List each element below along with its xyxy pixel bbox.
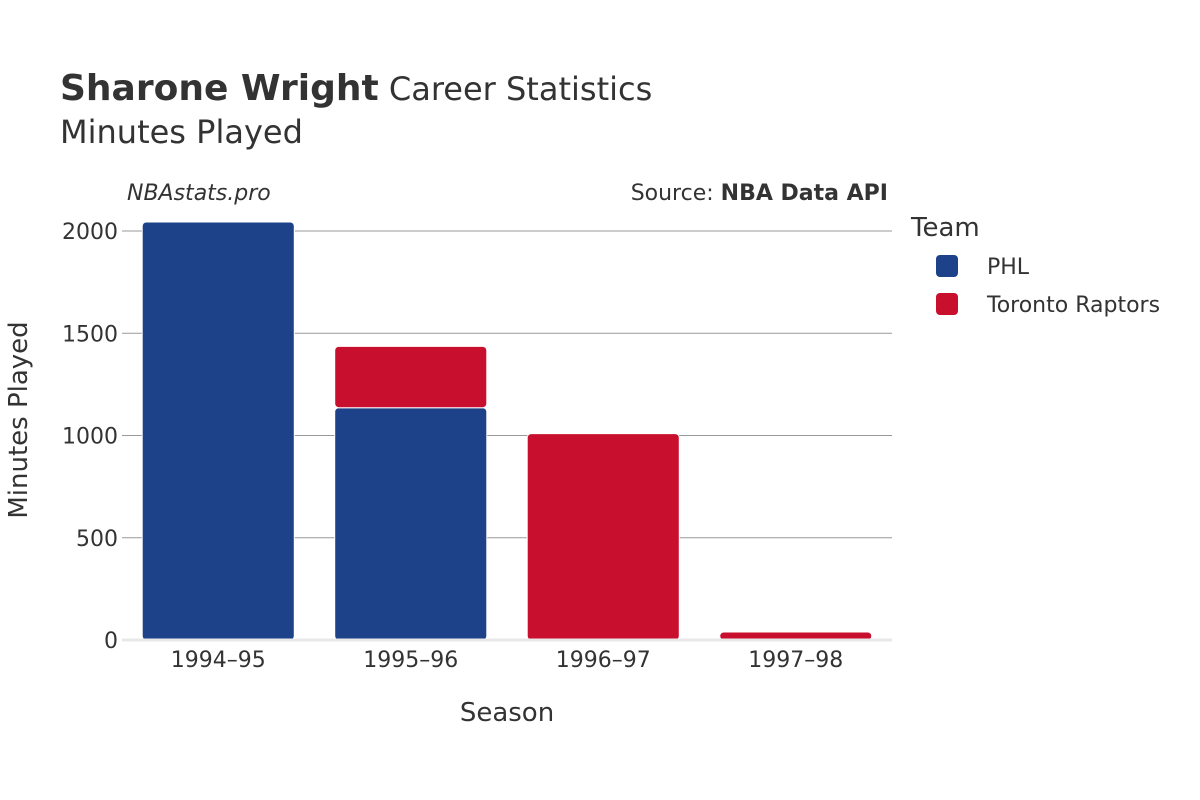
bars [141, 221, 873, 641]
x-tick-label: 1997–98 [748, 648, 843, 673]
source-name: NBA Data API [721, 181, 888, 206]
chart-title: Sharone Wright Career Statistics [60, 68, 652, 109]
chart-title-player: Sharone Wright [60, 68, 379, 109]
x-tick-label: 1995–96 [363, 648, 458, 673]
source-label: Source: NBA Data API [631, 181, 888, 206]
x-tick-label: 1994–95 [171, 648, 266, 673]
x-tick-labels: 1994–95 1995–96 1996–97 1997–98 [171, 648, 843, 673]
bar [334, 407, 488, 641]
y-tick-label: 0 [104, 629, 118, 654]
chart-title-rest: Career Statistics [379, 70, 653, 108]
y-tick-labels: 0 500 1000 1500 2000 [62, 220, 118, 654]
x-tick-label: 1996–97 [556, 648, 651, 673]
bar [334, 345, 488, 409]
y-axis-title: Minutes Played [4, 321, 34, 518]
y-tick-label: 2000 [62, 220, 118, 245]
bar [526, 433, 680, 641]
legend-label: PHL [987, 255, 1030, 280]
chart-subtitle: Minutes Played [60, 113, 303, 151]
brand-label: NBAstats.pro [127, 181, 271, 206]
legend: PHL Toronto Raptors [936, 255, 1160, 318]
legend-label: Toronto Raptors [986, 293, 1160, 318]
y-tick-label: 1000 [62, 425, 118, 450]
y-tick-label: 500 [76, 527, 118, 552]
source-prefix: Source: [631, 181, 721, 206]
legend-swatch [936, 293, 958, 315]
y-tick-label: 1500 [62, 322, 118, 347]
x-axis-title: Season [460, 698, 554, 728]
legend-title: Team [910, 213, 980, 243]
bar [141, 221, 295, 641]
legend-swatch [936, 255, 958, 277]
